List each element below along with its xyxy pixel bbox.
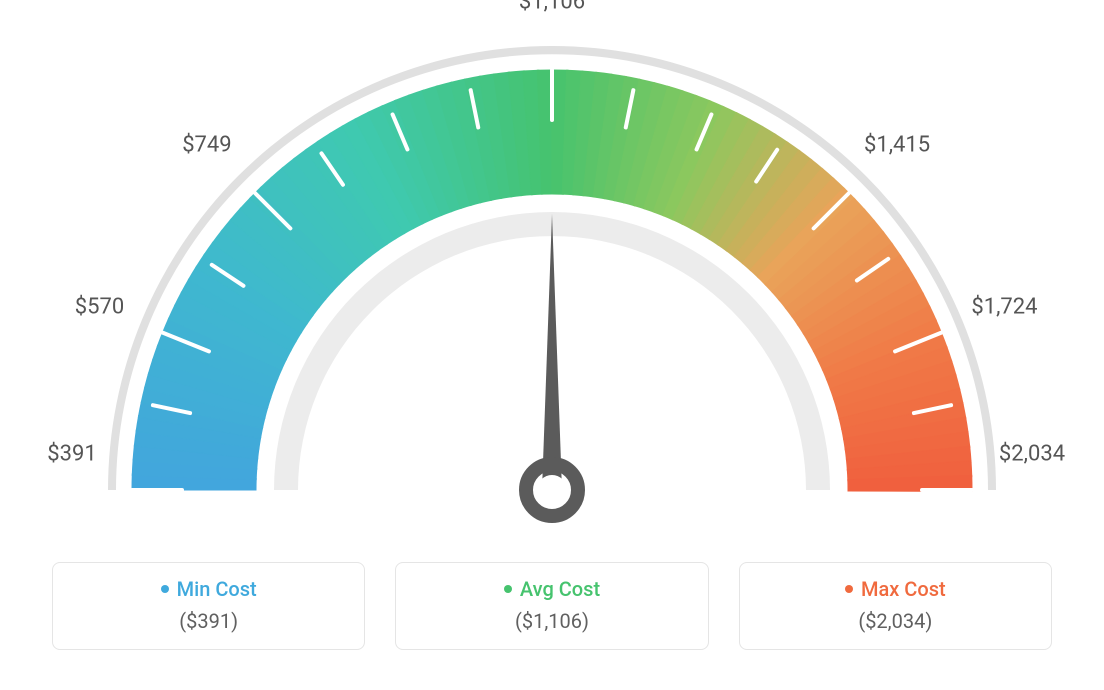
gauge-chart-container: { "gauge": { "type": "gauge", "cx": 552,… — [0, 0, 1104, 690]
gauge-tick-label: $1,724 — [971, 295, 1037, 320]
gauge-tick-label: $749 — [182, 132, 231, 157]
legend-title: Max Cost — [845, 577, 946, 601]
gauge-tick-label: $2,034 — [999, 442, 1065, 467]
legend-title: Avg Cost — [504, 577, 600, 601]
gauge-needle — [542, 214, 562, 490]
gauge-tick-label: $570 — [75, 295, 124, 320]
gauge-tick-label: $1,415 — [864, 132, 930, 157]
needle-hub-hole — [537, 475, 567, 505]
legend-dot-icon — [161, 585, 169, 593]
gauge-svg — [0, 0, 1104, 560]
legend-dot-icon — [504, 585, 512, 593]
legend-value: ($2,034) — [740, 609, 1051, 633]
legend-title-text: Max Cost — [861, 577, 946, 601]
legend-card-min: Min Cost ($391) — [52, 562, 365, 650]
legend-value: ($391) — [53, 609, 364, 633]
legend-value: ($1,106) — [396, 609, 707, 633]
legend-row: Min Cost ($391) Avg Cost ($1,106) Max Cost ($… — [52, 562, 1052, 650]
legend-card-max: Max Cost ($2,034) — [739, 562, 1052, 650]
legend-title-text: Avg Cost — [520, 577, 600, 601]
legend-card-avg: Avg Cost ($1,106) — [395, 562, 708, 650]
gauge-tick-label: $391 — [47, 442, 96, 467]
legend-title-text: Min Cost — [177, 577, 257, 601]
gauge-tick-label: $1,106 — [519, 0, 585, 15]
legend-dot-icon — [845, 585, 853, 593]
gauge: $391 $570 $749 $1,106 $1,415 $1,724 $2,034 — [0, 0, 1104, 560]
legend-title: Min Cost — [161, 577, 257, 601]
